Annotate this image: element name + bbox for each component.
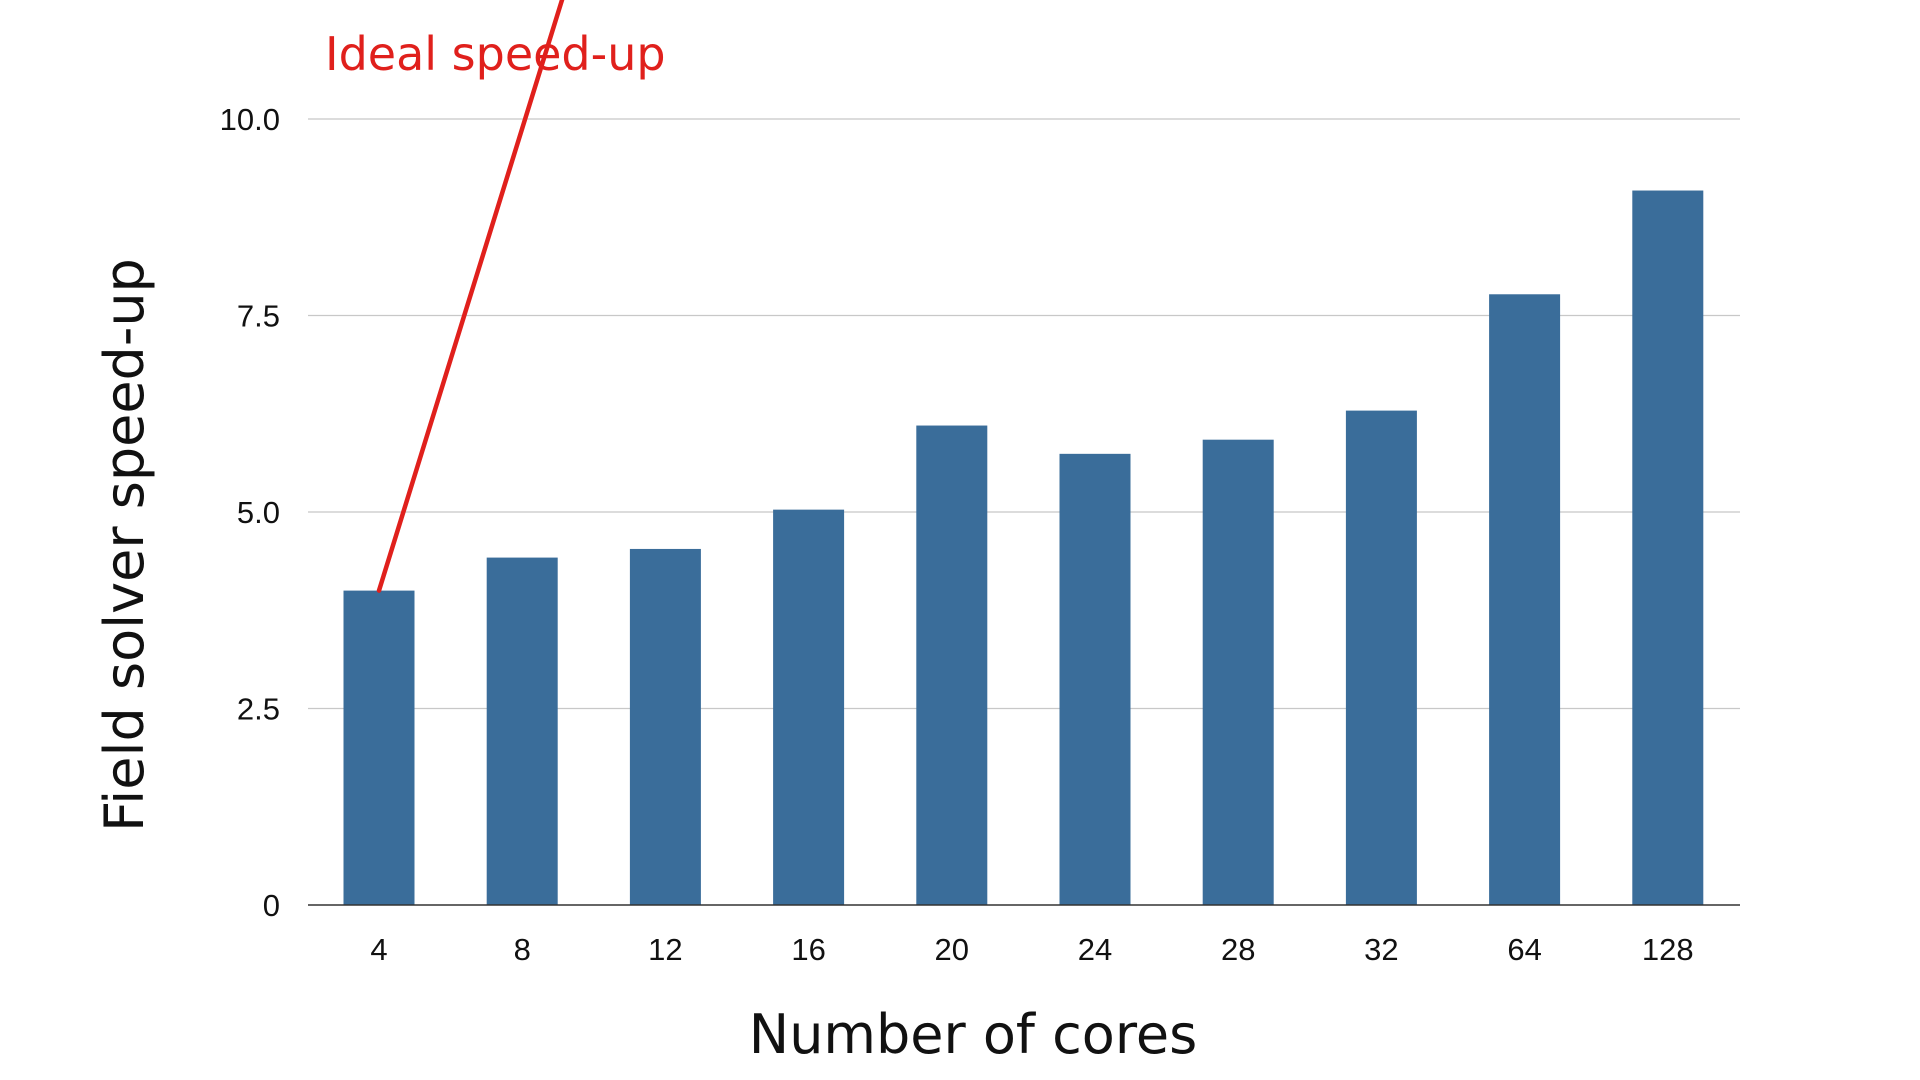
bar-4-cores xyxy=(343,590,415,905)
y-tick-label: 0 xyxy=(263,888,280,923)
x-axis-title: Number of cores xyxy=(749,1003,1197,1066)
ideal-speedup-label: Ideal speed-up xyxy=(325,27,666,81)
x-tick-label: 20 xyxy=(935,932,969,967)
bar-64-cores xyxy=(1489,294,1561,905)
y-tick-label: 10.0 xyxy=(220,102,280,137)
x-tick-label: 28 xyxy=(1221,932,1255,967)
bar-24-cores xyxy=(1059,453,1131,905)
x-tick-label: 128 xyxy=(1642,932,1694,967)
y-tick-label: 7.5 xyxy=(237,299,280,334)
bar-128-cores xyxy=(1632,190,1704,905)
x-tick-label: 64 xyxy=(1507,932,1541,967)
x-tick-label: 12 xyxy=(648,932,682,967)
x-tick-label: 32 xyxy=(1364,932,1398,967)
bars xyxy=(343,190,1704,905)
axes: 0 2.5 5.0 7.5 10.0 4 8 12 16 20 24 28 32 64 128 xyxy=(220,102,1740,967)
bar-8-cores xyxy=(486,557,558,905)
bar-16-cores xyxy=(773,509,845,905)
x-tick-label: 4 xyxy=(370,932,387,967)
y-tick-label: 2.5 xyxy=(237,692,280,727)
x-tick-label: 16 xyxy=(791,932,825,967)
bar-12-cores xyxy=(629,548,701,905)
x-tick-label: 8 xyxy=(514,932,531,967)
ideal-speedup-annotation xyxy=(376,0,565,593)
bar-20-cores xyxy=(916,425,988,905)
bar-32-cores xyxy=(1345,410,1417,905)
y-axis-title: Field solver speed-up xyxy=(93,258,156,832)
ideal-speedup-line xyxy=(376,0,565,593)
y-tick-label: 5.0 xyxy=(237,495,280,530)
x-tick-label: 24 xyxy=(1078,932,1112,967)
bar-28-cores xyxy=(1202,439,1274,905)
